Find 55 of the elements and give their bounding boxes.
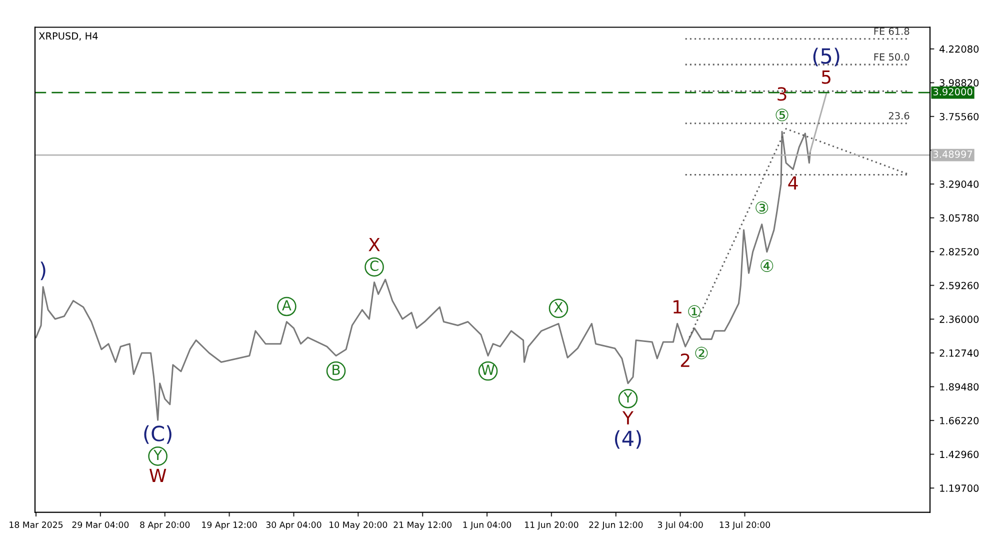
annotation: 3 (778, 87, 786, 101)
chart-title: XRPUSD, H4 (38, 32, 98, 41)
y-tick-label: 2.12740 (940, 349, 979, 357)
annotation: B (332, 364, 340, 375)
y-tick-label: 2.36000 (940, 316, 979, 323)
annotation: 4 (788, 176, 798, 190)
annotation: Y (624, 392, 632, 402)
annotation: W (150, 468, 166, 482)
annotation: C (370, 260, 378, 272)
y-tick-label: 3.75560 (940, 112, 979, 120)
x-tick-label: 13 Jul 20:00 (720, 521, 770, 530)
x-tick-label: 18 Mar 2025 (10, 521, 63, 528)
annotation: W (482, 364, 494, 375)
y-tick-label: 3.05780 (940, 214, 979, 222)
annotation: X (554, 302, 563, 312)
annotation: A (282, 300, 292, 310)
annotation: ⑤ (776, 108, 788, 122)
y-tick-label: 1.42960 (940, 450, 979, 458)
annotation: 2 (680, 353, 690, 367)
annotation: ) (40, 262, 46, 280)
annotation: ② (695, 346, 708, 360)
annotation: Y (622, 411, 634, 424)
annotation: (5) (813, 48, 840, 66)
series-label: FE 50.0 (874, 53, 910, 61)
x-tick-label: 3 Jul 04:00 (658, 521, 703, 530)
y-tick-label: 2.82520 (940, 248, 979, 256)
y-tick-label: 1.19700 (940, 484, 979, 492)
x-tick-label: 10 May 20:00 (330, 521, 388, 530)
y-tick-label: 1.89480 (940, 383, 979, 391)
x-tick-label: 8 Apr 20:00 (140, 521, 190, 530)
x-tick-label: 1 Jun 04:00 (463, 521, 512, 530)
y-tick-label: 3.98820 (940, 79, 979, 87)
annotation: 5 (822, 70, 830, 84)
annotation: (C) (144, 425, 172, 444)
y-tick-label: 4.22080 (940, 45, 979, 53)
annotation: ③ (756, 201, 768, 214)
y-tick-label: 2.59260 (940, 282, 979, 290)
annotation: X (368, 238, 380, 252)
x-tick-label: 21 May 12:00 (394, 521, 452, 530)
annotation: ④ (760, 259, 774, 272)
y-tick-label: 3.29040 (940, 180, 979, 188)
x-tick-label: 11 Jun 20:00 (525, 521, 578, 530)
annotation: Y (154, 450, 162, 460)
annotation: (4) (615, 430, 641, 449)
ref-line-label: 3.48997 (933, 150, 972, 158)
x-tick-label: 22 Jun 12:00 (589, 521, 643, 530)
annotation: 1 (674, 300, 682, 314)
x-tick-label: 29 Mar 04:00 (72, 521, 129, 528)
x-tick-label: 30 Apr 04:00 (266, 521, 322, 530)
annotation: ① (688, 305, 701, 318)
series-label: 23.6 (888, 112, 910, 120)
series-label: FE 61.8 (874, 28, 910, 35)
ref-line-label: 3.92000 (933, 88, 972, 96)
x-tick-label: 19 Apr 12:00 (202, 521, 257, 530)
y-tick-label: 1.66220 (940, 416, 979, 424)
